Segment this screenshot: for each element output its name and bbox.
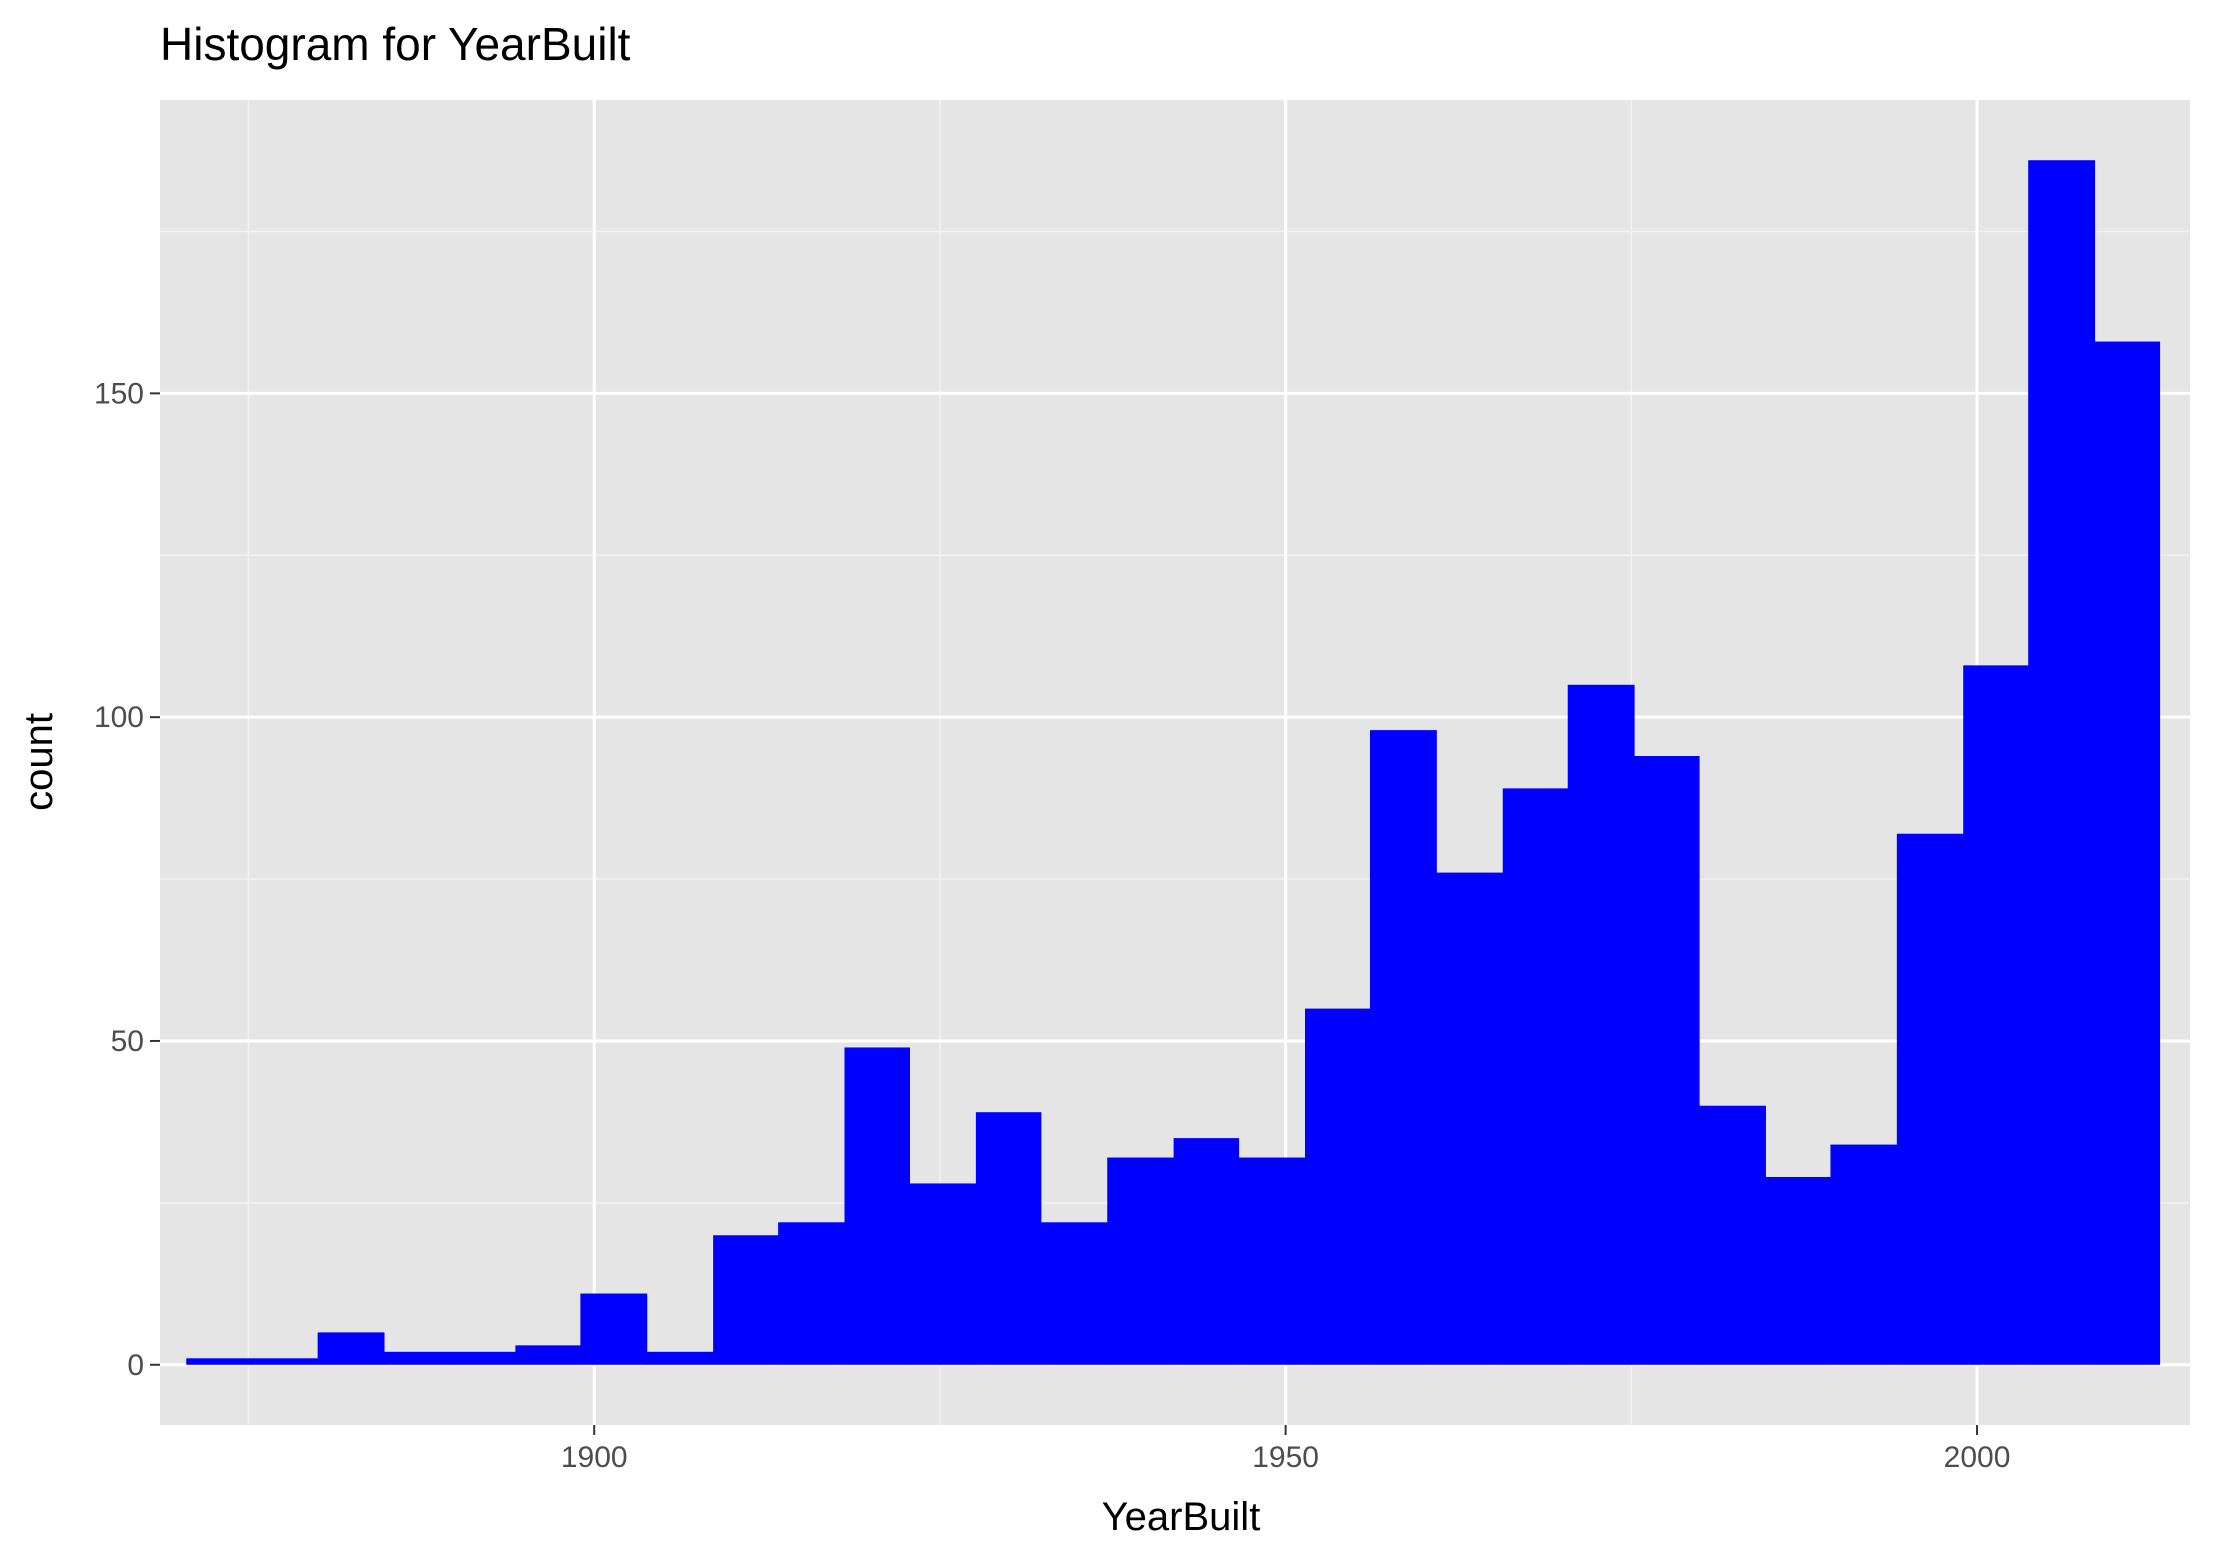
histogram-bar: [1830, 1144, 1898, 1365]
histogram-bar: [186, 1358, 254, 1365]
histogram-bar: [844, 1047, 910, 1365]
x-tick-label: 1950: [1252, 1441, 1319, 1474]
histogram-bar: [1765, 1176, 1831, 1365]
histogram-bar: [449, 1351, 516, 1365]
x-axis: 1900 1950 2000: [561, 1425, 2011, 1474]
histogram-bar: [1634, 756, 1700, 1365]
histogram-bar: [1173, 1138, 1240, 1365]
histogram-bar: [1963, 665, 2029, 1365]
histogram-bar: [1436, 872, 1504, 1365]
y-tick-label: 150: [94, 377, 144, 410]
histogram-bar: [1699, 1105, 1766, 1365]
y-axis-label: count: [17, 713, 61, 811]
histogram-bar: [646, 1351, 714, 1365]
chart-title: Histogram for YearBuilt: [160, 18, 631, 70]
histogram-bar: [778, 1222, 846, 1365]
histogram-bar: [1502, 788, 1569, 1365]
histogram-bar: [317, 1332, 385, 1365]
histogram-bar: [515, 1345, 581, 1365]
y-axis: 0 50 100 150: [94, 377, 160, 1382]
x-axis-label: YearBuilt: [1102, 1495, 1261, 1539]
x-tick-label: 2000: [1944, 1441, 2011, 1474]
histogram-bar: [1107, 1157, 1175, 1365]
histogram-bar: [1238, 1157, 1306, 1365]
y-tick-label: 100: [94, 701, 144, 734]
histogram-bar: [1369, 730, 1437, 1365]
histogram-bar: [909, 1183, 977, 1365]
histogram-bar: [713, 1235, 779, 1365]
histogram-bar: [1040, 1222, 1108, 1365]
histogram-bar: [2028, 160, 2096, 1365]
histogram-bar: [1567, 684, 1635, 1365]
histogram-bar: [1304, 1008, 1371, 1365]
histogram-bar: [1896, 833, 1964, 1365]
histogram-bar: [975, 1112, 1042, 1365]
x-tick-label: 1900: [561, 1441, 628, 1474]
histogram-bar: [384, 1351, 450, 1365]
histogram-bars: [186, 160, 2161, 1365]
histogram-bar: [2094, 341, 2161, 1365]
y-tick-label: 50: [111, 1025, 144, 1058]
y-tick-label: 0: [127, 1349, 144, 1382]
histogram-bar: [252, 1358, 319, 1365]
histogram-bar: [580, 1293, 648, 1365]
